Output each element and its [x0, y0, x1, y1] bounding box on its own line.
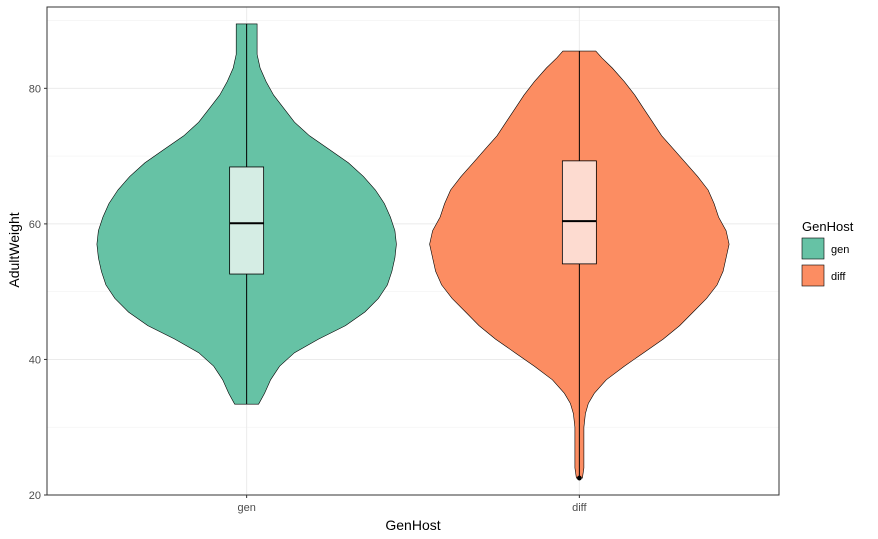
legend-key-gen — [801, 237, 825, 260]
y-tick-label: 40 — [29, 354, 41, 366]
x-tick-label: diff — [572, 502, 587, 514]
plot-panel-border — [46, 6, 780, 496]
y-tick-label: 20 — [29, 490, 41, 502]
legend: GenHost gen diff — [801, 219, 854, 287]
box-gen — [229, 166, 265, 275]
y-axis-title: AdultWeight — [6, 212, 22, 287]
legend-key-diff — [801, 264, 825, 287]
axis-layer: 20 40 60 80 gen diff — [29, 83, 588, 514]
x-axis-title: GenHost — [385, 517, 440, 533]
legend-title: GenHost — [802, 219, 854, 234]
legend-label-diff: diff — [831, 271, 846, 283]
outlier-point — [576, 475, 582, 481]
x-tick-label: gen — [237, 502, 255, 514]
y-tick-label: 60 — [29, 219, 41, 231]
y-tick-label: 80 — [29, 83, 41, 95]
box-diff — [561, 160, 597, 265]
legend-label-gen: gen — [831, 244, 849, 256]
violin-layer — [96, 23, 730, 481]
